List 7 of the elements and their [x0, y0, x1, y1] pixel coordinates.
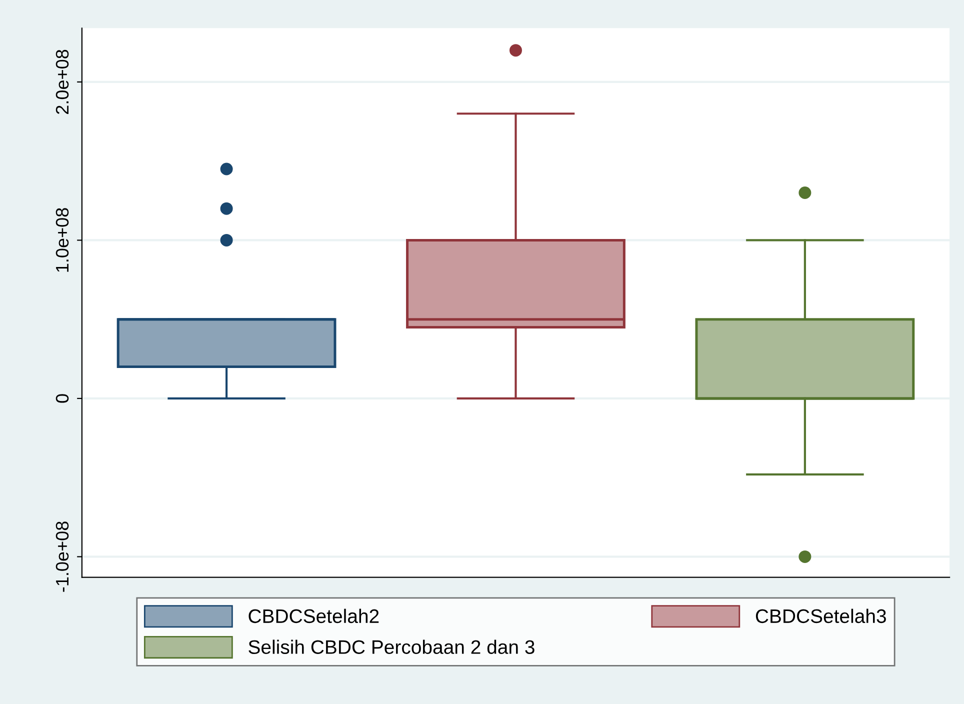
legend-label: CBDCSetelah3 [756, 608, 886, 624]
y-tick-label: 2.0e+08 [56, 50, 69, 114]
y-tick-label: 1.0e+08 [56, 208, 69, 272]
y-tick-label: 0 [56, 394, 69, 403]
y-tick-label: -1.0e+08 [56, 522, 69, 592]
legend-label: Selisih CBDC Percobaan 2 dan 3 [248, 640, 534, 654]
legend-label: CBDCSetelah2 [248, 608, 379, 624]
